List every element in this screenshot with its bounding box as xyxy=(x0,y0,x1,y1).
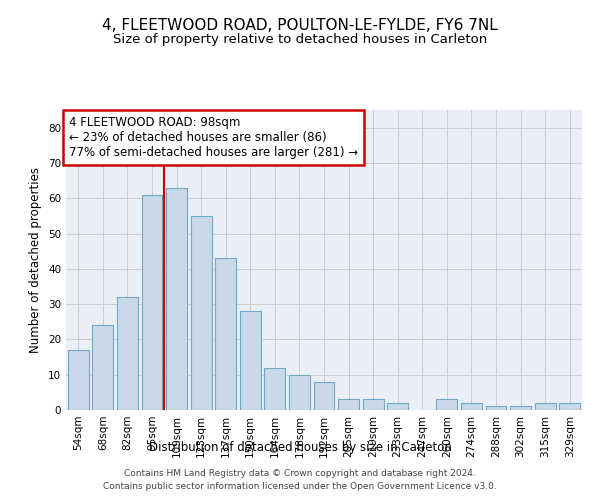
Bar xyxy=(117,297,138,410)
Bar xyxy=(362,400,383,410)
Text: 4, FLEETWOOD ROAD, POULTON-LE-FYLDE, FY6 7NL: 4, FLEETWOOD ROAD, POULTON-LE-FYLDE, FY6… xyxy=(102,18,498,32)
Bar xyxy=(92,326,113,410)
Bar xyxy=(461,403,482,410)
Bar xyxy=(338,400,359,410)
Bar xyxy=(142,194,163,410)
Bar xyxy=(314,382,334,410)
Text: Contains HM Land Registry data © Crown copyright and database right 2024.: Contains HM Land Registry data © Crown c… xyxy=(124,468,476,477)
Bar xyxy=(166,188,187,410)
Bar xyxy=(289,374,310,410)
Bar xyxy=(510,406,531,410)
Bar xyxy=(240,311,261,410)
Bar xyxy=(215,258,236,410)
Bar xyxy=(436,400,457,410)
Bar xyxy=(68,350,89,410)
Text: 4 FLEETWOOD ROAD: 98sqm
← 23% of detached houses are smaller (86)
77% of semi-de: 4 FLEETWOOD ROAD: 98sqm ← 23% of detache… xyxy=(68,116,358,159)
Text: Contains public sector information licensed under the Open Government Licence v3: Contains public sector information licen… xyxy=(103,482,497,491)
Bar xyxy=(265,368,286,410)
Bar xyxy=(485,406,506,410)
Bar xyxy=(535,403,556,410)
Y-axis label: Number of detached properties: Number of detached properties xyxy=(29,167,43,353)
Bar xyxy=(387,403,408,410)
Text: Size of property relative to detached houses in Carleton: Size of property relative to detached ho… xyxy=(113,32,487,46)
Bar xyxy=(559,403,580,410)
Text: Distribution of detached houses by size in Carleton: Distribution of detached houses by size … xyxy=(149,441,451,454)
Bar xyxy=(191,216,212,410)
